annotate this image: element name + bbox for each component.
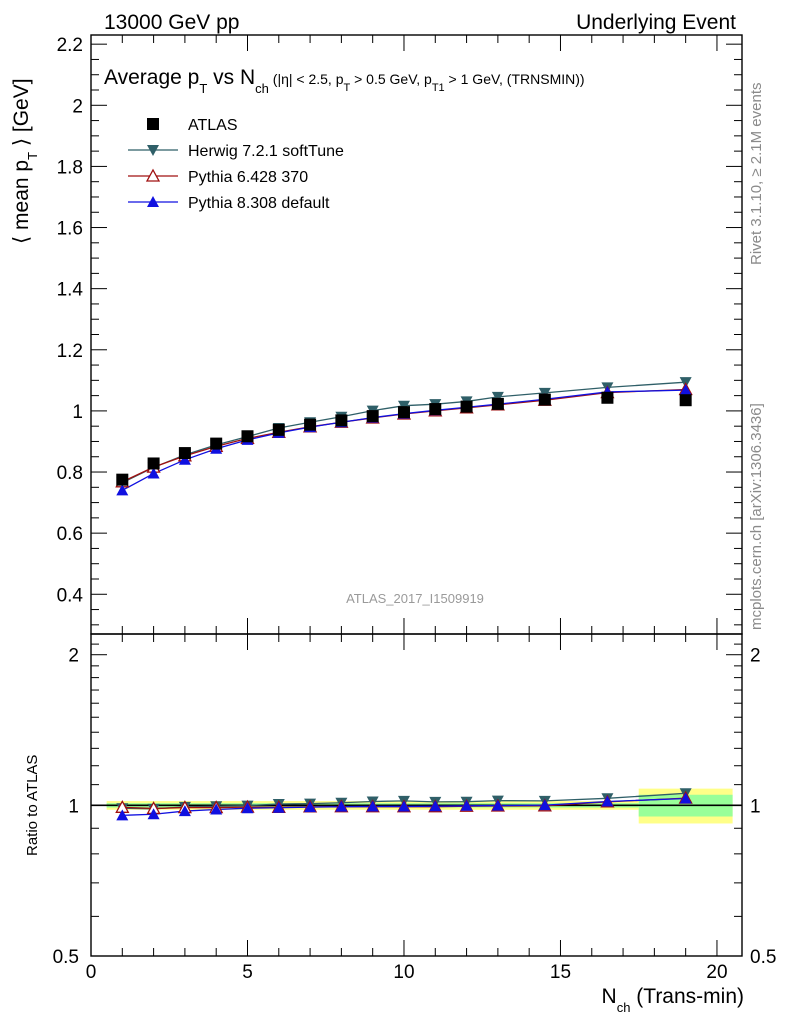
data-point [241,430,254,443]
x-tick-label: 10 [393,962,414,983]
ratio-ticks: 0.5 0.51 12 20 5 10 15 20 [53,633,776,983]
ratio-y-tick-label-right: 1 [750,796,761,817]
data-point [178,453,191,465]
ratio-data-point [147,808,160,820]
y-tick-label: 1.4 [57,280,84,301]
data-point [679,384,692,396]
main-title: Average pT vs Nch (|η| < 2.5, pT > 0.5 G… [104,66,585,96]
series-line [122,381,686,484]
x-tick-label: 0 [86,962,97,983]
y-tick-label: 2.2 [57,35,83,56]
main-y-axis-label: ⟨ mean pT ⟩ [GeV] [10,78,40,244]
data-point [397,406,410,419]
x-tick-label: 20 [706,962,727,983]
data-point [272,423,285,436]
data-point [538,393,551,406]
legend-marker [147,196,159,207]
main-panel: ATLAS_2017_I1509919 0.4 0.6 0.8 1 1.2 1.4 1.6 1… [10,34,743,635]
ratio-data [115,788,693,821]
data-point [366,410,379,423]
ratio-panel: 0.5 0.51 12 20 5 10 15 20 Ratio to ATLAS Nch (T… [24,633,776,1015]
legend-label: ATLAS [188,117,238,134]
header-process: Underlying Event [576,11,736,34]
y-tick-label: 2 [72,96,83,117]
data-point [601,391,614,404]
ratio-y-tick-label-right: 0.5 [750,947,776,968]
y-tick-label: 0.8 [57,463,83,484]
data-point [147,467,160,479]
ratio-y-tick-label: 2 [68,646,79,667]
ratio-data-point [397,800,410,812]
y-tick-label: 1.6 [57,219,83,240]
ratio-data-point [679,792,692,804]
watermark: ATLAS_2017_I1509919 [346,591,484,606]
x-axis-label: Nch (Trans-min) [602,985,744,1015]
data-point [335,414,348,427]
legend-label: Pythia 6.428 370 [188,169,308,186]
ratio-data-point [210,803,223,815]
header-energy: 13000 GeV pp [104,11,239,34]
ratio-data-point [491,799,504,811]
mcplots-label: mcplots.cern.ch [arXiv:1306.3436] [748,403,765,630]
legend-label: Pythia 8.308 default [188,195,330,212]
ratio-data-point [538,799,551,811]
rivet-label: Rivet 3.1.10, ≥ 2.1M events [748,83,765,266]
data-point [304,418,317,431]
ratio-series-line [122,792,686,810]
ratio-data-point [601,795,614,807]
y-tick-label: 1.2 [57,341,83,362]
data-point [210,437,223,450]
ratio-data-point [241,802,254,814]
legend-label: Herwig 7.2.1 softTune [188,143,344,160]
ratio-data-point [335,800,348,812]
data-point [178,447,191,460]
data-point [460,400,473,413]
data-point [679,394,692,407]
y-tick-label: 1 [72,402,83,423]
ratio-y-tick-label-right: 2 [750,646,761,667]
ratio-data-point [116,809,129,821]
legend-marker [147,118,159,130]
ratio-data-point [429,800,442,812]
ratio-frame [90,633,743,957]
data-point [147,457,160,470]
legend: ATLAS Herwig 7.2.1 softTune Pythia 6.428 3… [128,117,344,212]
ratio-data-point [178,805,191,817]
main-ticks: 0.4 0.6 0.8 1 1.2 1.4 1.6 1.8 2 2.2 [57,35,742,634]
x-tick-label: 5 [242,962,253,983]
data-point [116,473,129,486]
y-tick-label: 0.4 [57,585,84,606]
data-point [491,397,504,410]
series-line [121,389,686,491]
data-point [491,391,504,403]
legend-marker [147,145,159,156]
legend-marker [145,168,161,182]
y-tick-label: 0.6 [57,524,83,545]
data-point [116,484,129,496]
ratio-series-line [122,797,686,817]
ratio-data-point [304,801,317,813]
y-tick-label: 1.8 [57,157,83,178]
x-tick-label: 15 [550,962,571,983]
ratio-y-tick-label: 1 [68,796,79,817]
ratio-data-point [272,801,285,813]
ratio-data-point [366,800,379,812]
ratio-y-axis-label: Ratio to ATLAS [24,755,41,856]
data-point [429,403,442,416]
ratio-y-tick-label: 0.5 [53,947,79,968]
main-data [115,377,693,496]
ratio-data-point [460,799,473,811]
